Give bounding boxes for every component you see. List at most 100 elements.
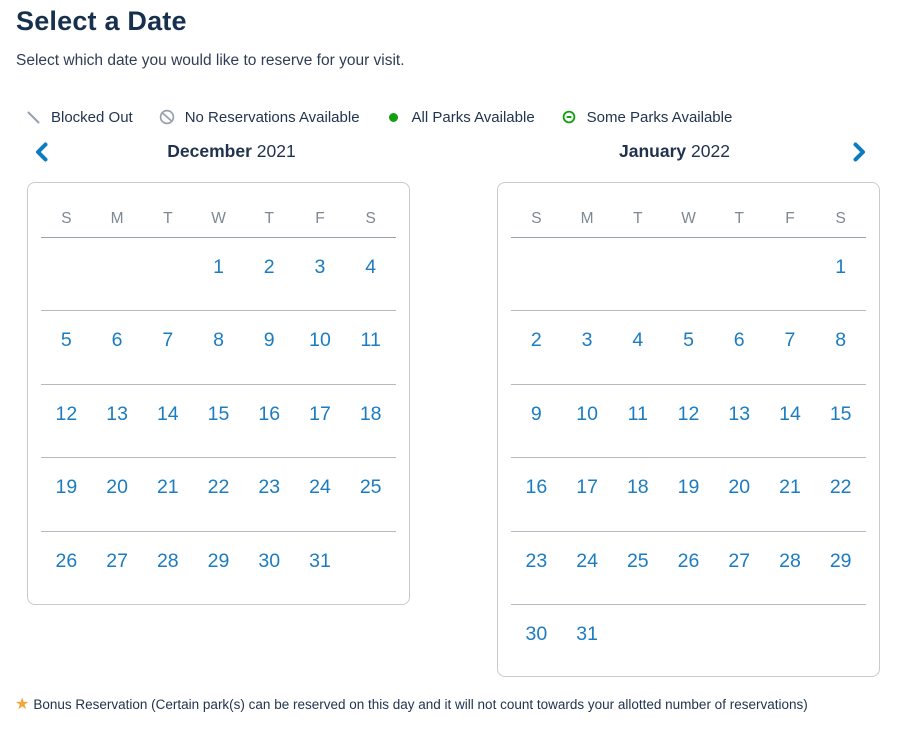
day-header: F xyxy=(785,210,795,227)
chevron-right-icon xyxy=(853,142,865,162)
date-number: 30 xyxy=(525,622,548,645)
date-cell[interactable]: 14 xyxy=(765,385,816,457)
all-parks-icon xyxy=(386,109,402,125)
date-number: 18 xyxy=(359,402,382,425)
week-row: 2 3 4 5 6 7 8 xyxy=(511,311,866,385)
date-cell[interactable]: 2 xyxy=(511,311,562,383)
date-cell[interactable]: 5 xyxy=(41,311,92,383)
date-number: 21 xyxy=(156,476,179,499)
date-cell[interactable]: 29 xyxy=(815,532,866,604)
date-cell[interactable]: 7 xyxy=(142,311,193,383)
date-cell[interactable]: 31 xyxy=(295,532,346,604)
date-number: 16 xyxy=(258,402,281,425)
date-number: 23 xyxy=(258,476,281,499)
date-cell[interactable]: 10 xyxy=(562,385,613,457)
date-cell[interactable]: 12 xyxy=(663,385,714,457)
date-cell[interactable]: 26 xyxy=(663,532,714,604)
day-header: M xyxy=(580,210,594,227)
date-cell[interactable]: 3 xyxy=(295,238,346,310)
date-number: 20 xyxy=(106,476,128,499)
blocked-out-icon xyxy=(25,109,41,125)
day-header: W xyxy=(681,210,696,227)
date-cell[interactable]: 6 xyxy=(714,311,765,383)
date-number: 22 xyxy=(207,476,230,499)
date-cell[interactable]: 18 xyxy=(612,458,663,530)
date-cell[interactable]: 21 xyxy=(765,458,816,530)
legend-label: No Reservations Available xyxy=(184,108,360,126)
date-cell[interactable]: 16 xyxy=(511,458,562,530)
date-cell[interactable]: 4 xyxy=(345,238,396,310)
next-month-button[interactable] xyxy=(847,139,873,165)
date-cell[interactable]: 25 xyxy=(345,458,396,530)
date-cell[interactable]: 9 xyxy=(244,311,295,383)
date-cell[interactable]: 13 xyxy=(714,385,765,457)
date-cell[interactable]: 17 xyxy=(562,458,613,530)
date-cell[interactable]: 23 xyxy=(511,532,562,604)
date-cell[interactable]: 1 xyxy=(193,238,244,310)
date-cell[interactable]: 16 xyxy=(244,385,295,457)
date-number: 11 xyxy=(360,329,381,352)
date-cell[interactable]: 7 xyxy=(765,311,816,383)
date-cell[interactable]: 10 xyxy=(295,311,346,383)
date-cell[interactable]: 18 xyxy=(345,385,396,457)
date-cell[interactable]: 3 xyxy=(562,311,613,383)
date-cell[interactable]: 24 xyxy=(295,458,346,530)
date-cell[interactable]: 15 xyxy=(193,385,244,457)
date-cell[interactable]: 29 xyxy=(193,532,244,604)
date-cell[interactable]: 27 xyxy=(714,532,765,604)
legend-item-all-parks: All Parks Available xyxy=(386,109,535,126)
date-cell[interactable]: 26 xyxy=(41,532,92,604)
date-cell[interactable]: 5 xyxy=(663,311,714,383)
date-cell[interactable]: 22 xyxy=(815,458,866,530)
date-cell[interactable]: 12 xyxy=(41,385,92,457)
date-cell[interactable]: 6 xyxy=(92,311,143,383)
previous-month-button[interactable] xyxy=(28,139,54,165)
day-header: F xyxy=(315,210,325,227)
bonus-note-text: Bonus Reservation (Certain park(s) can b… xyxy=(33,697,808,712)
date-cell[interactable]: 28 xyxy=(142,532,193,604)
date-cell[interactable]: 13 xyxy=(92,385,143,457)
date-cell[interactable]: 30 xyxy=(244,532,295,604)
date-cell[interactable]: 19 xyxy=(663,458,714,530)
date-cell[interactable]: 8 xyxy=(815,311,866,383)
date-number: 3 xyxy=(314,256,326,278)
date-cell[interactable]: 8 xyxy=(193,311,244,383)
date-number: 15 xyxy=(207,402,230,425)
date-cell[interactable]: 25 xyxy=(612,532,663,604)
date-cell[interactable]: 11 xyxy=(612,385,663,457)
week-row: 12 13 14 15 16 17 18 xyxy=(41,385,396,459)
month-title-january: January 2022 xyxy=(619,141,730,161)
date-cell[interactable]: 31 xyxy=(562,605,613,676)
date-cell[interactable]: 20 xyxy=(92,458,143,530)
date-cell[interactable]: 24 xyxy=(562,532,613,604)
date-cell[interactable]: 20 xyxy=(714,458,765,530)
date-cell[interactable]: 1 xyxy=(815,238,866,310)
date-cell[interactable]: 19 xyxy=(41,458,92,530)
page-title: Select a Date xyxy=(16,6,187,36)
date-cell[interactable]: 23 xyxy=(244,458,295,530)
empty-cell xyxy=(345,532,396,604)
date-cell[interactable]: 15 xyxy=(815,385,866,457)
date-number: 28 xyxy=(156,549,179,572)
date-number: 11 xyxy=(627,402,648,425)
date-cell[interactable]: 9 xyxy=(511,385,562,457)
day-header: S xyxy=(835,210,846,227)
date-cell[interactable]: 2 xyxy=(244,238,295,310)
date-cell[interactable]: 30 xyxy=(511,605,562,676)
week-row: 23 24 25 26 27 28 29 xyxy=(511,532,866,605)
date-cell[interactable]: 17 xyxy=(295,385,346,457)
date-cell[interactable]: 14 xyxy=(142,385,193,457)
bonus-star-icon: ★ xyxy=(15,696,30,713)
date-cell[interactable]: 11 xyxy=(345,311,396,383)
date-cell[interactable]: 4 xyxy=(612,311,663,383)
empty-cell xyxy=(714,605,765,676)
date-cell[interactable]: 21 xyxy=(142,458,193,530)
day-header: W xyxy=(211,210,226,227)
date-cell[interactable]: 27 xyxy=(92,532,143,604)
date-cell[interactable]: 28 xyxy=(765,532,816,604)
date-number: 17 xyxy=(309,402,331,425)
no-reservations-icon xyxy=(159,109,175,125)
legend-label: Some Parks Available xyxy=(586,108,733,126)
date-cell[interactable]: 22 xyxy=(193,458,244,530)
